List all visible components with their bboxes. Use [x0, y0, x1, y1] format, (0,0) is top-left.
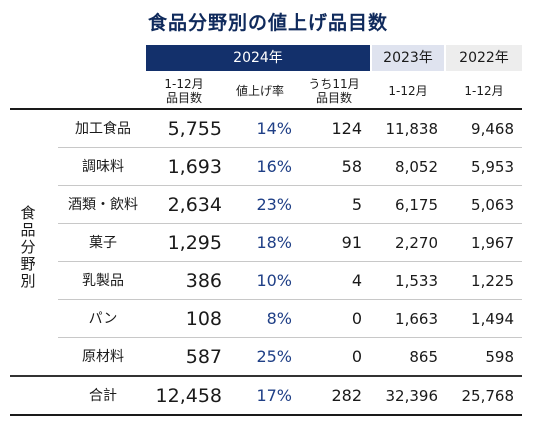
items-2024: 587	[185, 346, 222, 368]
rate-2024: 16%	[256, 157, 292, 176]
row-divider	[58, 185, 522, 186]
items-2022: 598	[485, 348, 514, 366]
category-name: 菓子	[89, 235, 117, 251]
items-2022: 5,953	[471, 158, 514, 176]
items-2023: 1,533	[395, 272, 438, 290]
year-header-2024: 2024年	[146, 45, 370, 71]
total-items-2023: 32,396	[385, 387, 439, 405]
rate-2024: 25%	[256, 347, 292, 366]
table-top-rule	[10, 108, 522, 110]
table-row: パン 108 8% 0 1,663 1,494	[0, 300, 536, 338]
subheader-rate: 値上げ率	[235, 84, 284, 98]
category-name: 調味料	[82, 159, 124, 175]
items-november: 58	[341, 157, 362, 176]
items-2022: 1,494	[471, 310, 514, 328]
rate-2024: 18%	[256, 233, 292, 252]
table-row: 酒類・飲料 2,634 23% 5 6,175 5,063	[0, 186, 536, 224]
total-items-2024: 12,458	[155, 385, 222, 407]
subheader-items-line1: 1-12月	[164, 77, 204, 91]
subheader-2022: 1-12月	[464, 84, 504, 98]
page-title: 食品分野別の値上げ品目数	[147, 12, 388, 34]
subheader-nov-line2: 品目数	[315, 91, 352, 105]
total-items-november: 282	[331, 386, 362, 405]
row-divider	[58, 223, 522, 224]
items-2024: 386	[185, 270, 222, 292]
row-divider	[58, 261, 522, 262]
rate-2024: 10%	[256, 271, 292, 290]
total-label: 合計	[89, 388, 117, 404]
items-2023: 8,052	[395, 158, 438, 176]
subheader-nov-line1: うち11月	[308, 77, 360, 91]
items-2023: 2,270	[395, 234, 438, 252]
year-header-2022: 2022年	[446, 45, 522, 71]
items-2022: 1,225	[471, 272, 514, 290]
items-november: 91	[341, 233, 362, 252]
items-2023: 1,663	[395, 310, 438, 328]
total-rate-2024: 17%	[256, 386, 292, 405]
items-2024: 1,295	[167, 232, 222, 254]
row-divider	[58, 337, 522, 338]
row-divider	[58, 147, 522, 148]
items-november: 4	[351, 271, 362, 290]
subheader-2023: 1-12月	[388, 84, 428, 98]
items-2024: 5,755	[167, 118, 222, 140]
category-name: 酒類・飲料	[68, 197, 138, 213]
row-divider	[58, 299, 522, 300]
table-row: 乳製品 386 10% 4 1,533 1,225	[0, 262, 536, 300]
category-name: パン	[88, 311, 118, 327]
table-row: 調味料 1,693 16% 58 8,052 5,953	[0, 148, 536, 186]
rate-2024: 14%	[256, 119, 292, 138]
items-november: 5	[351, 195, 362, 214]
items-2022: 1,967	[471, 234, 514, 252]
items-2022: 5,063	[471, 196, 514, 214]
year-header-2023: 2023年	[372, 45, 444, 71]
category-name: 乳製品	[82, 273, 124, 289]
items-2024: 2,634	[167, 194, 222, 216]
category-side-label: 食品分野別	[20, 204, 36, 290]
total-row: 合計 12,458 17% 282 32,396 25,768	[0, 377, 536, 415]
rate-2024: 8%	[266, 309, 292, 328]
table-row: 原材料 587 25% 0 865 598	[0, 338, 536, 376]
category-name: 加工食品	[75, 121, 131, 137]
items-november: 124	[331, 119, 362, 138]
subheader-items-line2: 品目数	[165, 91, 202, 105]
total-items-2022: 25,768	[461, 387, 515, 405]
items-2022: 9,468	[471, 120, 514, 138]
subheader-items: 1-12月 品目数	[146, 77, 222, 105]
items-2024: 1,693	[167, 156, 222, 178]
category-name: 原材料	[82, 349, 124, 365]
items-2023: 11,838	[385, 120, 439, 138]
total-rule	[10, 375, 522, 377]
subheader-nov: うち11月 品目数	[296, 77, 372, 105]
items-november: 0	[351, 309, 362, 328]
table-bottom-rule	[10, 414, 522, 416]
table-row: 菓子 1,295 18% 91 2,270 1,967	[0, 224, 536, 262]
items-2023: 6,175	[395, 196, 438, 214]
table-row: 加工食品 5,755 14% 124 11,838 9,468	[0, 110, 536, 148]
rate-2024: 23%	[256, 195, 292, 214]
items-2023: 865	[409, 348, 438, 366]
items-november: 0	[351, 347, 362, 366]
items-2024: 108	[185, 308, 222, 330]
